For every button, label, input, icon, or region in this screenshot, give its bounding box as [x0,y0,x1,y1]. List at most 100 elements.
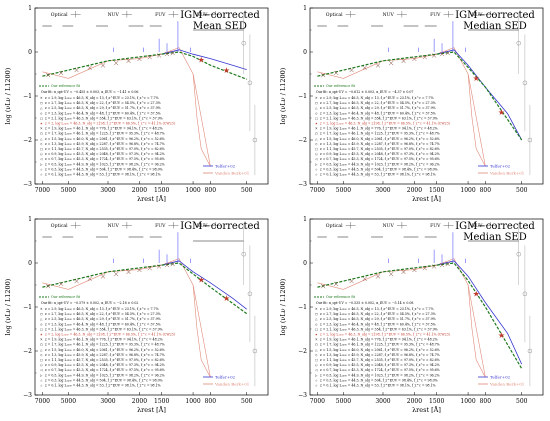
legend-entry: z = 0.5, log L₁₂₀₀ = 44.9, N_obj = 1023,… [320,162,440,166]
legend-entry: z = 2, log L₁₂₀₀ = 46.3, N_obj = 2198, f… [45,122,175,126]
y-tick-label: 0 [28,260,32,267]
cw23-star: ★ [223,66,230,75]
y-tick-label: −2 [298,137,307,144]
x-tick-label: 1500 [154,187,169,194]
vanden-berk-forest [467,73,486,167]
legend-marker: ○ [40,101,43,105]
legend-entry: z = 2, log L₁₂₀₀ = 46.3, N_obj = 2198, f… [320,333,450,337]
euv-point [516,252,521,257]
legend-marker: ○ [40,312,43,316]
x-tick-label: 1000 [460,398,475,405]
legend-entry: z = 2.3, log L₁₂₀₀ = 46.4, N_obj = 48, f… [320,111,436,115]
x-tick-label: 1500 [429,187,444,194]
legend-marker: ◇ [40,353,43,357]
sed-point [388,60,394,66]
band-label: Optical [51,223,68,229]
band-label: NUV [383,223,395,229]
y-tick-label: 0 [303,49,307,56]
legend-marker: ★ [315,122,318,126]
legend-marker: △ [315,137,318,141]
legend-entry: z = 2.5, log L₁₂₀₀ = 46.5, N_obj = 29, f… [320,106,436,110]
legend-entry: z = 2.1, log L₁₂₀₀ = 46.3, N_obj = 354, … [45,327,163,331]
panel-title: IGM−corrected Mean SED [170,10,270,32]
sed-point [137,56,142,62]
vanden-berk-forest [192,284,211,378]
legend-marker: □ [40,327,43,331]
legend-marker: ◇ [40,111,43,115]
sed-panel-bottom-left: 1 0 −1 −2 −3 7000 5000 3000 2000 1500 1000 800 500 λr… [0,211,275,421]
legend-entry: z = 1.9, log L₁₂₀₀ = 46.1, N_obj = 776, … [320,338,438,342]
sed-point [401,269,406,275]
x-tick-label: 500 [516,398,528,405]
band-label: FUV [430,12,441,18]
euv-point [247,80,253,86]
x-tick-label: 500 [241,187,253,194]
legend-marker: ▷ [40,373,43,377]
legend-entry: z = 0.9, log L₁₂₀₀ = 45.5, N_obj = 2048,… [320,363,440,367]
legend-entry: z = 2.3, log L₁₂₀₀ = 46.4, N_obj = 48, f… [45,322,161,326]
legend-marker: ○ [315,132,318,136]
y-tick-label: 0 [303,260,307,267]
y-tick-label: −2 [23,348,32,355]
sed-point [74,67,79,73]
legend-entry: z = 2.9, log L₁₂₀₀ = 46.5, N_obj = 13, f… [45,96,159,100]
sed-point [156,264,162,269]
legend-entry: z = 2.9, log L₁₂₀₀ = 46.5, N_obj = 13, f… [45,307,159,311]
cw23-star: ★ [473,289,480,298]
legend-entry: z = 0.1, log L₁₂₀₀ = 44.3, N_obj = 53, f… [320,384,436,388]
fit-parameters: Our fit: α_opt-UV = −0.612 ± 0.003, α_EU… [316,90,413,94]
legend-entry: z = 0.1, log L₁₂₀₀ = 44.3, N_obj = 53, f… [45,173,161,177]
sed-point [375,274,381,279]
legend-marker: △ [40,317,43,321]
legend-marker: △ [40,137,43,141]
x-tick-label: 3000 [375,187,390,194]
legend-marker: △ [315,348,318,352]
legend-marker: ◁ [315,368,318,372]
y-tick-label: −2 [298,348,307,355]
sed-point [422,266,427,271]
cw23-star: ★ [198,55,205,64]
legend-marker: ⬠ [40,152,43,156]
legend-marker: ◇ [315,322,318,326]
reference-legend-label: Our reference fit [51,295,81,299]
y-axis-label: log (νLν / L1200) [279,67,287,124]
panel-title-line2: Median SED [463,21,527,32]
y-tick-label: −2 [23,137,32,144]
x-tick-label: 7000 [310,187,325,194]
x-tick-label: 3000 [375,398,390,405]
legend-marker: ☆ [315,378,318,382]
band-label: NUV [108,223,120,229]
sed-point [401,58,406,64]
sed-point [147,55,152,60]
legend-entry: z = 2.1, log L₁₂₀₀ = 46.3, N_obj = 354, … [45,116,163,120]
panel-title-line2: Median SED [463,232,527,243]
sed-point [388,271,394,277]
telfer-line [161,260,247,310]
legend-marker: ◇ [315,353,318,357]
legend-entry: z = 1.9, log L₁₂₀₀ = 46.1, N_obj = 776, … [320,127,438,131]
legend-marker: × [40,127,43,131]
panel-title-line1: IGM−corrected [455,10,535,21]
band-label: NUV [383,12,395,18]
sed-point [147,266,152,271]
reference-legend-label: Our reference fit [326,84,356,88]
legend-entry: z = 1.7, log L₁₂₀₀ = 46.1, N_obj = 1225,… [320,132,440,136]
legend-entry: z = 2.9, log L₁₂₀₀ = 46.5, N_obj = 13, f… [320,307,434,311]
legend-entry: z = 2.5, log L₁₂₀₀ = 46.5, N_obj = 29, f… [45,106,161,110]
reference-legend-label: Our reference fit [51,84,81,88]
sed-point [422,55,427,60]
x-axis-label: λrest [Å] [412,194,441,203]
legend-entry: z = 1.5, log L₁₂₀₀ = 46.0, N_obj = 2061,… [45,348,165,352]
vanden-berk-forest [467,284,486,378]
sed-panel-median: 1 0 −1 −2 −3 7000 5000 3000 2000 1500 1000 800 500 λr… [275,0,550,210]
legend-marker: ○ [315,312,318,316]
y-axis-label: log (νLν / L1200) [4,67,12,124]
legend-entry: z = 2.7, log L₁₂₀₀ = 46.5, N_obj = 22, f… [320,312,436,316]
sed-panel-mean: 1 0 −1 −2 −3 7000 5000 3000 2000 1500 1000 800 500 λr… [0,0,275,210]
reference-fit-line [317,262,523,369]
legend-entry: z = 0.7, log L₁₂₀₀ = 45.3, N_obj = 1724,… [320,368,440,372]
x-axis-label: λrest [Å] [412,405,441,414]
sed-point [137,267,142,273]
reference-fit-line [42,262,248,315]
telfer-legend-label: Telfer+02 [490,163,511,168]
